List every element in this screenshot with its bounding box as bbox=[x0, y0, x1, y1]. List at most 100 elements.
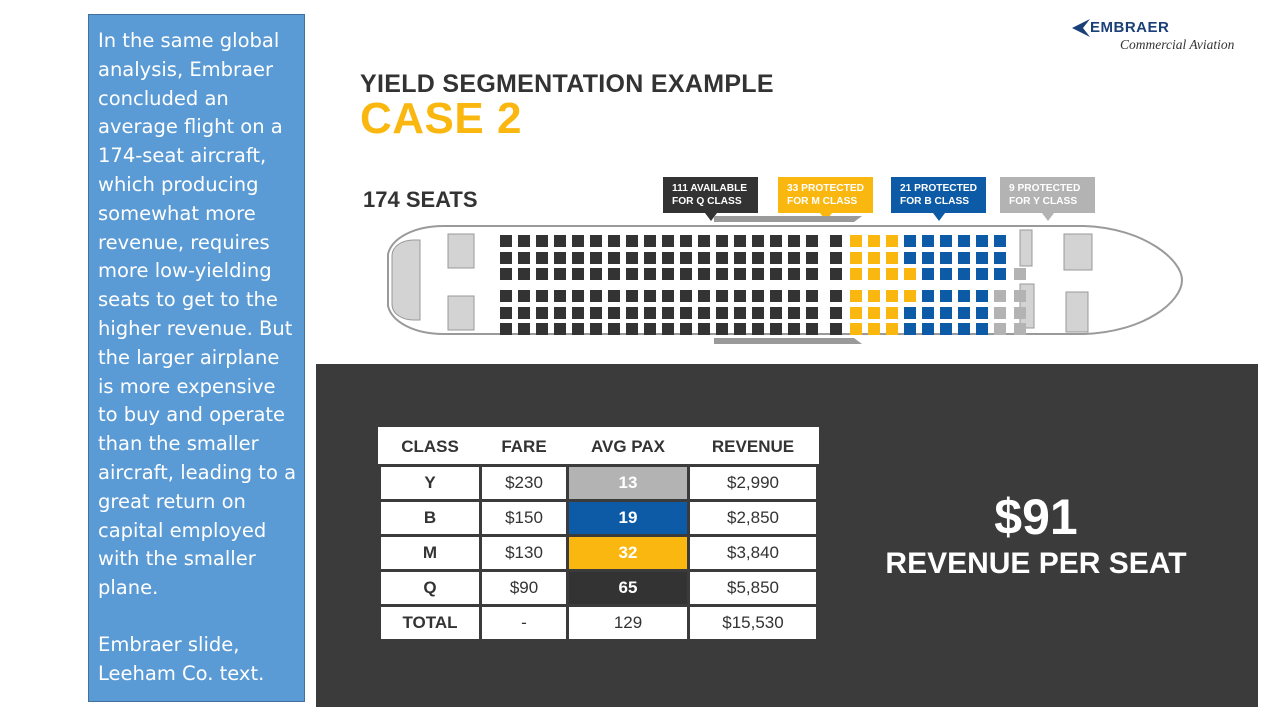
seat-q bbox=[554, 252, 566, 264]
seat-q bbox=[806, 323, 818, 335]
class-cell: M bbox=[378, 534, 482, 572]
total-fare-cell: - bbox=[479, 604, 569, 642]
seat-q bbox=[572, 268, 584, 280]
slide-title: YIELD SEGMENTATION EXAMPLE bbox=[360, 70, 774, 98]
seat-q bbox=[734, 290, 746, 302]
seat-q bbox=[770, 307, 782, 319]
seat-q bbox=[770, 323, 782, 335]
seat-q bbox=[626, 290, 638, 302]
seat-q bbox=[590, 307, 602, 319]
seat-b bbox=[922, 235, 934, 247]
seat-m bbox=[850, 290, 862, 302]
seat-q bbox=[536, 323, 548, 335]
seat-q bbox=[806, 307, 818, 319]
seat-q bbox=[770, 290, 782, 302]
table-row: M $130 32 $3,840 bbox=[378, 534, 819, 572]
seat-b bbox=[940, 235, 952, 247]
seat-q bbox=[716, 268, 728, 280]
callout-q-line1: 111 AVAILABLE bbox=[672, 183, 748, 194]
seat-q bbox=[830, 268, 842, 280]
seat-q bbox=[770, 268, 782, 280]
logo-wordmark: EMBRAER bbox=[1090, 19, 1170, 36]
seat-q bbox=[590, 235, 602, 247]
callout-m-line2: FOR M CLASS bbox=[787, 196, 858, 207]
seat-q bbox=[830, 307, 842, 319]
seat-b bbox=[976, 307, 988, 319]
seat-q bbox=[500, 268, 512, 280]
seat-b bbox=[958, 323, 970, 335]
header-avg-pax: AVG PAX bbox=[566, 427, 690, 467]
seat-q bbox=[536, 290, 548, 302]
callout-y-line2: FOR Y CLASS bbox=[1009, 196, 1078, 207]
seat-q bbox=[536, 307, 548, 319]
seat-q bbox=[662, 268, 674, 280]
seat-b bbox=[904, 235, 916, 247]
seat-q bbox=[608, 290, 620, 302]
seat-b bbox=[958, 268, 970, 280]
seat-q bbox=[662, 307, 674, 319]
callout-m-class: 33 PROTECTED FOR M CLASS bbox=[778, 177, 873, 221]
avg-pax-cell: 19 bbox=[566, 499, 690, 537]
seat-q bbox=[770, 235, 782, 247]
seat-m bbox=[868, 235, 880, 247]
seat-m bbox=[850, 323, 862, 335]
seat-y bbox=[1014, 307, 1026, 319]
header-class: CLASS bbox=[378, 427, 482, 467]
seat-b bbox=[958, 252, 970, 264]
seat-q bbox=[590, 252, 602, 264]
seat-q bbox=[626, 235, 638, 247]
seat-y bbox=[994, 307, 1006, 319]
seat-b bbox=[976, 290, 988, 302]
seat-q bbox=[752, 290, 764, 302]
avg-pax-cell: 65 bbox=[566, 569, 690, 607]
seat-b bbox=[922, 307, 934, 319]
seat-q bbox=[608, 252, 620, 264]
seat-q bbox=[830, 252, 842, 264]
notes-text: In the same global analysis, Embraer con… bbox=[98, 29, 297, 600]
seat-b bbox=[904, 307, 916, 319]
seat-q bbox=[788, 268, 800, 280]
embraer-logo-icon bbox=[1072, 19, 1090, 37]
embraer-logo: EMBRAER Commercial Aviation bbox=[1068, 14, 1258, 56]
seat-m bbox=[886, 268, 898, 280]
notes-panel: In the same global analysis, Embraer con… bbox=[88, 14, 305, 702]
seat-q bbox=[536, 268, 548, 280]
seat-q bbox=[752, 323, 764, 335]
seat-b bbox=[976, 323, 988, 335]
seat-b bbox=[958, 235, 970, 247]
seat-m bbox=[850, 268, 862, 280]
seat-q bbox=[734, 235, 746, 247]
seat-b bbox=[940, 323, 952, 335]
aircraft-seat-map bbox=[387, 216, 1184, 344]
seat-q bbox=[806, 252, 818, 264]
seat-q bbox=[716, 307, 728, 319]
seat-q bbox=[518, 323, 530, 335]
callout-b-class: 21 PROTECTED FOR B CLASS bbox=[891, 177, 986, 221]
seat-b bbox=[958, 307, 970, 319]
total-label-cell: TOTAL bbox=[378, 604, 482, 642]
credit-text: Embraer slide, Leeham Co. text. bbox=[98, 632, 265, 685]
seat-q bbox=[806, 268, 818, 280]
total-pax-cell: 129 bbox=[566, 604, 690, 642]
seat-q bbox=[734, 252, 746, 264]
seat-b bbox=[958, 290, 970, 302]
seat-q bbox=[788, 307, 800, 319]
seat-q bbox=[770, 252, 782, 264]
seat-q bbox=[734, 323, 746, 335]
seat-q bbox=[572, 235, 584, 247]
seat-q bbox=[752, 235, 764, 247]
seat-q bbox=[518, 235, 530, 247]
seat-q bbox=[554, 235, 566, 247]
fare-cell: $130 bbox=[479, 534, 569, 572]
seat-q bbox=[554, 307, 566, 319]
revenue-table: CLASS FARE AVG PAX REVENUE Y $230 13 $2,… bbox=[378, 427, 819, 642]
seat-b bbox=[976, 252, 988, 264]
seat-b bbox=[976, 235, 988, 247]
seat-q bbox=[644, 323, 656, 335]
seat-q bbox=[680, 290, 692, 302]
seat-q bbox=[716, 290, 728, 302]
seat-m bbox=[868, 290, 880, 302]
seat-q bbox=[644, 252, 656, 264]
fare-cell: $150 bbox=[479, 499, 569, 537]
seat-q bbox=[500, 252, 512, 264]
